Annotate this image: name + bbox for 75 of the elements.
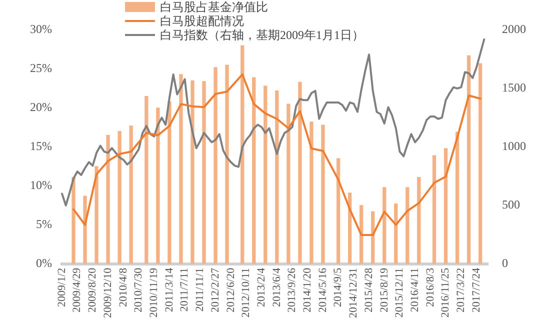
y-tick-label: 15% [30,139,52,154]
bar [310,122,314,264]
y-tick-label: 30% [30,22,52,36]
bar [156,108,160,264]
x-tick-label: 2014/12/31 [348,268,360,318]
x-tick-label: 2009/12/10 [102,267,114,318]
bar [240,45,244,264]
x-tick-label: 2013/6/4 [270,267,283,308]
bar [444,148,448,264]
x-tick-label: 2011/3/14 [163,267,176,312]
bar [144,96,148,264]
y-tick-label: 20% [30,100,52,114]
bar [190,80,194,264]
bar [432,155,436,264]
bar [129,126,133,264]
x-tick-label: 2016/11/25 [440,267,452,318]
x-tick-label: 2016/4/11 [408,268,421,312]
y-tick-label: 0% [36,256,52,270]
bar [394,204,398,264]
bar [118,131,122,264]
x-tick-label: 2015/4/28 [362,267,375,313]
x-tick-label: 2009/1/2 [56,268,68,308]
y2-tick-label: 0 [502,256,508,270]
bar [286,104,290,264]
y2-tick-label: 2000 [502,22,526,36]
y-tick-label: 10% [30,178,52,192]
bar [336,158,340,264]
bar [252,77,256,264]
y2-tick-label: 500 [502,198,520,212]
x-tick-label: 2012/2/27 [209,267,222,313]
x-tick-label: 2016/8/3 [424,267,436,308]
x-tick-label: 2015/8/19 [378,267,390,313]
bar [106,134,110,264]
bar [298,82,302,264]
bar [94,166,98,264]
bar [179,74,183,264]
bar [214,67,218,264]
legend-label: 白马指数（右轴，基期2009年1月1日） [160,27,364,44]
x-tick-label: 2009/4/29 [71,267,84,313]
bar [478,63,482,264]
bar [382,187,386,264]
x-tick-label: 2015/12/11 [394,268,406,318]
y-tick-label: 25% [30,61,52,76]
x-tick-label: 2010/4/8 [117,267,130,308]
x-tick-label: 2017/7/24 [470,267,482,313]
bar [225,64,229,264]
y2-tick-label: 1000 [502,139,526,154]
x-tick-label: 2013/2/4 [255,267,268,308]
x-tick-label: 2012/6/20 [224,267,237,313]
bar [455,132,460,264]
x-tick-label: 2014/9/5 [332,267,344,308]
bar [275,90,279,264]
bar [264,86,268,264]
bar [417,177,421,264]
bar [321,124,325,264]
bar [202,81,206,264]
legend-label: 白马股超配情况 [160,13,244,29]
bar [406,187,410,264]
x-tick-label: 2012/10/11 [240,268,252,318]
x-tick-label: 2011/7/11 [178,268,191,312]
x-tick-label: 2014/1/20 [302,267,314,313]
x-tick-label: 2010/11/19 [148,267,160,318]
y2-tick-label: 1500 [502,80,526,95]
x-tick-label: 2013/9/26 [286,267,298,313]
x-tick-label: 2014/5/16 [316,267,329,313]
legend-label: 白马股占基金净值比 [160,0,268,15]
y-tick-label: 5% [36,217,52,232]
x-tick-label: 2011/11/1 [194,268,206,312]
bar [72,177,76,264]
bar [466,55,471,264]
bar [83,196,87,264]
x-tick-label: 2009/8/20 [86,267,99,313]
x-tick-label: 2017/3/22 [455,268,468,313]
bar [168,101,172,264]
x-tick-label: 2010/7/30 [132,267,145,313]
